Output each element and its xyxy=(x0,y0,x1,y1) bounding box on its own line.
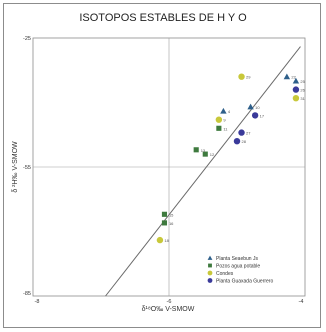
point-label: 10 xyxy=(255,105,260,110)
x-tick-label: -6 xyxy=(167,299,172,305)
chart-frame xyxy=(3,3,321,328)
x-tick-label: -4 xyxy=(299,299,304,305)
point-label: 16 xyxy=(169,221,174,226)
point-label: 15 xyxy=(169,212,174,217)
point-label: 25 xyxy=(300,79,305,84)
y-tick-label: -25 xyxy=(23,36,31,42)
point-label: 28 xyxy=(242,139,247,144)
point-label: 18 xyxy=(164,238,169,243)
data-point xyxy=(202,151,208,157)
legend-marker xyxy=(208,263,212,268)
legend: Planta Seaebun Js Pozos agua potableConde… xyxy=(207,255,273,285)
y-tick-label: -85 xyxy=(23,291,31,297)
legend-label: Planta Guaxada Guerrero xyxy=(216,279,273,285)
legend-label: Planta Seaebun Js xyxy=(216,256,258,262)
data-point xyxy=(156,236,164,244)
legend-label: Condes xyxy=(216,271,234,277)
data-point xyxy=(251,112,259,119)
point-label: 12 xyxy=(210,152,215,157)
data-point xyxy=(292,86,300,93)
point-label: 31 xyxy=(300,96,305,101)
meteoric-water-line xyxy=(105,46,301,297)
data-point xyxy=(193,147,199,153)
data-point xyxy=(216,125,222,131)
x-axis-label: δ¹⁸O‰ V-SMOW xyxy=(142,306,195,313)
data-point xyxy=(161,220,168,226)
legend-label: Pozos agua potable xyxy=(216,264,260,270)
y-tick-label: -55 xyxy=(23,165,31,171)
chart-title: ISOTOPOS ESTABLES DE H Y O xyxy=(79,12,247,24)
y-axis-label: δ ²H‰ V-SMOW xyxy=(12,141,19,193)
point-label: 27 xyxy=(246,131,251,136)
data-point xyxy=(220,107,227,114)
data-point xyxy=(292,95,300,102)
point-label: 22 xyxy=(291,75,296,80)
point-label: 4 xyxy=(228,109,231,114)
legend-marker xyxy=(207,270,213,276)
data-point xyxy=(215,116,223,123)
data-point xyxy=(283,73,291,80)
legend-marker xyxy=(207,278,213,283)
point-label: 29 xyxy=(246,75,251,80)
x-tick-label: -8 xyxy=(35,299,40,305)
data-point xyxy=(292,77,300,84)
data-point xyxy=(233,138,241,145)
point-label: 13 xyxy=(201,148,206,153)
point-label: 26 xyxy=(300,88,305,93)
data-point xyxy=(247,103,254,110)
point-label: 17 xyxy=(260,113,265,118)
legend-marker xyxy=(207,255,213,260)
data-point xyxy=(238,73,245,80)
point-label: 11 xyxy=(223,126,228,131)
data-point xyxy=(161,211,168,217)
point-label: 9 xyxy=(223,118,226,123)
data-point xyxy=(238,129,245,136)
